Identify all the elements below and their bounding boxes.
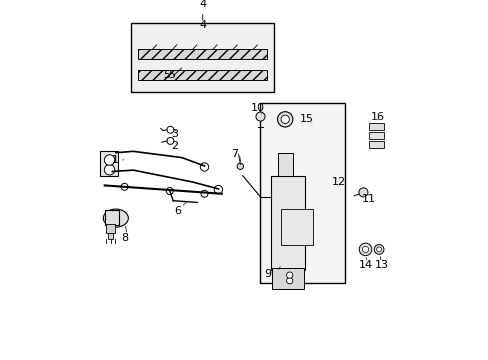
Text: 16: 16 <box>370 112 384 122</box>
Circle shape <box>286 272 292 278</box>
Text: 4: 4 <box>200 21 206 31</box>
Text: 12: 12 <box>331 177 346 187</box>
Circle shape <box>358 188 367 197</box>
Circle shape <box>255 112 264 121</box>
Bar <box>260 103 345 283</box>
Text: 9: 9 <box>264 269 271 279</box>
Circle shape <box>214 185 222 194</box>
Circle shape <box>121 183 128 190</box>
Bar <box>138 70 266 80</box>
Circle shape <box>281 115 289 123</box>
Bar <box>107 233 113 239</box>
Text: 3: 3 <box>170 129 177 139</box>
Text: 10: 10 <box>250 103 264 113</box>
Text: 5: 5 <box>163 70 169 80</box>
Circle shape <box>104 165 115 175</box>
Bar <box>272 268 303 289</box>
Text: 6: 6 <box>174 206 181 216</box>
Text: 2: 2 <box>170 141 178 152</box>
Bar <box>106 224 115 233</box>
Text: 15: 15 <box>299 114 313 124</box>
Circle shape <box>362 246 368 252</box>
Circle shape <box>373 244 383 254</box>
Circle shape <box>166 126 174 133</box>
Ellipse shape <box>103 209 128 227</box>
Circle shape <box>166 138 174 144</box>
Text: 5: 5 <box>168 70 175 80</box>
Bar <box>368 123 383 130</box>
Bar <box>138 49 266 59</box>
Circle shape <box>200 163 208 171</box>
Circle shape <box>237 163 243 170</box>
Circle shape <box>286 278 292 284</box>
Text: 4: 4 <box>199 0 206 9</box>
Bar <box>270 176 305 270</box>
Text: 8: 8 <box>121 233 128 243</box>
Bar <box>100 151 118 176</box>
Bar <box>368 132 383 139</box>
Circle shape <box>359 243 371 256</box>
Circle shape <box>277 112 292 127</box>
Circle shape <box>104 155 115 165</box>
Text: 7: 7 <box>231 149 238 159</box>
Bar <box>104 211 119 225</box>
Text: 11: 11 <box>361 194 375 204</box>
Bar <box>368 141 383 148</box>
Bar <box>131 23 273 92</box>
Text: 14: 14 <box>358 260 372 270</box>
Circle shape <box>201 190 207 197</box>
Circle shape <box>376 247 381 252</box>
Circle shape <box>166 188 173 194</box>
Text: 1: 1 <box>111 156 119 165</box>
Text: 13: 13 <box>374 260 388 270</box>
Bar <box>281 209 312 245</box>
Bar <box>277 153 293 176</box>
